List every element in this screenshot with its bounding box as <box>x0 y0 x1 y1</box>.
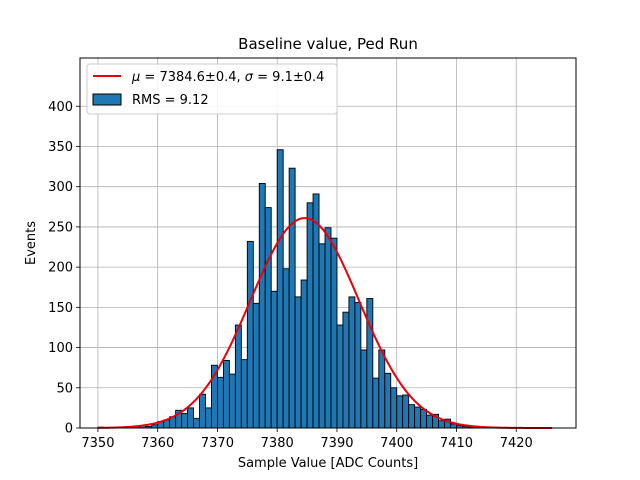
histogram-bar <box>438 420 445 429</box>
legend-box <box>86 63 338 115</box>
gaussian-fit <box>97 217 553 429</box>
y-tick-label: 250 <box>48 220 73 235</box>
y-tick-label: 100 <box>48 341 73 356</box>
legend-sigma-symbol: σ <box>245 70 254 85</box>
histogram-bar <box>348 296 356 429</box>
histogram-bar <box>342 311 350 429</box>
histogram-bar <box>199 393 206 429</box>
x-tick-label: 7420 <box>500 436 533 451</box>
histogram-bar <box>396 395 404 429</box>
histogram-bar <box>450 423 457 429</box>
y-tick-label: 150 <box>48 301 73 316</box>
histogram-bar <box>205 407 212 429</box>
x-tick-label: 7370 <box>201 436 234 451</box>
x-axis-label: Sample Value [ADC Counts] <box>238 456 418 471</box>
histogram-bar <box>336 324 344 429</box>
y-tick-label: 400 <box>48 100 73 115</box>
legend-hist-label: RMS = 9.12 <box>132 93 209 108</box>
x-tick-label: 7360 <box>141 436 174 451</box>
legend-sigma-value: = 9.1±0.4 <box>253 70 324 85</box>
y-tick-label: 0 <box>65 422 73 437</box>
legend: μ = 7384.6±0.4, σ = 9.1±0.4 RMS = 9.12 <box>86 63 338 115</box>
y-tick-label: 50 <box>56 381 73 396</box>
histogram-bar <box>264 207 272 429</box>
legend-mu-symbol: μ <box>131 70 140 85</box>
legend-mu-value: = 7384.6±0.4, <box>140 70 244 85</box>
histogram-bar <box>372 377 380 429</box>
histogram-bar <box>276 149 284 429</box>
histogram-bar <box>228 373 236 429</box>
histogram-bars <box>97 149 481 429</box>
histogram-bar <box>426 414 434 429</box>
x-tick-label: 7380 <box>261 436 294 451</box>
histogram-bar <box>270 290 278 429</box>
histogram-bar <box>414 406 422 429</box>
histogram-bar <box>360 349 368 429</box>
histogram-bar <box>282 268 290 429</box>
histogram-bar <box>420 409 428 429</box>
legend-hist-swatch <box>92 93 122 106</box>
histogram-bar <box>240 359 248 429</box>
histogram-bar <box>252 302 260 429</box>
histogram-bar <box>354 302 362 429</box>
histogram-bar <box>300 279 308 429</box>
y-axis-label: Events <box>24 221 39 265</box>
y-tick-label: 200 <box>48 261 73 276</box>
histogram-bar <box>258 183 266 429</box>
histogram-bar <box>390 387 398 429</box>
axes-frame <box>79 57 577 429</box>
histogram-bar <box>193 417 200 429</box>
x-tick-label: 7410 <box>440 436 473 451</box>
histogram-bar <box>366 298 374 429</box>
histogram-bar <box>402 394 410 429</box>
x-tick-label: 7350 <box>81 436 114 451</box>
histogram-bar <box>330 237 338 429</box>
histogram-bar <box>306 202 314 429</box>
histogram-bar <box>288 167 296 429</box>
histogram-bar <box>216 376 224 429</box>
histogram-bar <box>384 372 392 429</box>
histogram-bar <box>246 240 254 429</box>
fit-curve <box>97 217 553 429</box>
histogram-bar <box>294 296 302 429</box>
x-tick-label: 7390 <box>320 436 353 451</box>
legend-fit-label: μ = 7384.6±0.4, σ = 9.1±0.4 <box>131 70 324 85</box>
y-tick-label: 350 <box>48 140 73 155</box>
histogram-bar <box>408 404 416 429</box>
x-tick-label: 7400 <box>380 436 413 451</box>
histogram-bar <box>312 193 320 429</box>
axis-ticks: 7350 7360 7370 7380 7390 7400 7410 7420 0 50 100 15… <box>48 100 533 451</box>
y-tick-label: 300 <box>48 180 73 195</box>
histogram-bar <box>318 243 326 429</box>
histogram-bar <box>187 407 194 429</box>
histogram-bar <box>378 349 386 429</box>
histogram-bar <box>181 413 189 429</box>
histogram-bar <box>234 324 242 429</box>
histogram-bar <box>324 227 332 429</box>
histogram-bar <box>222 359 230 429</box>
chart-title: Baseline value, Ped Run <box>238 35 418 53</box>
